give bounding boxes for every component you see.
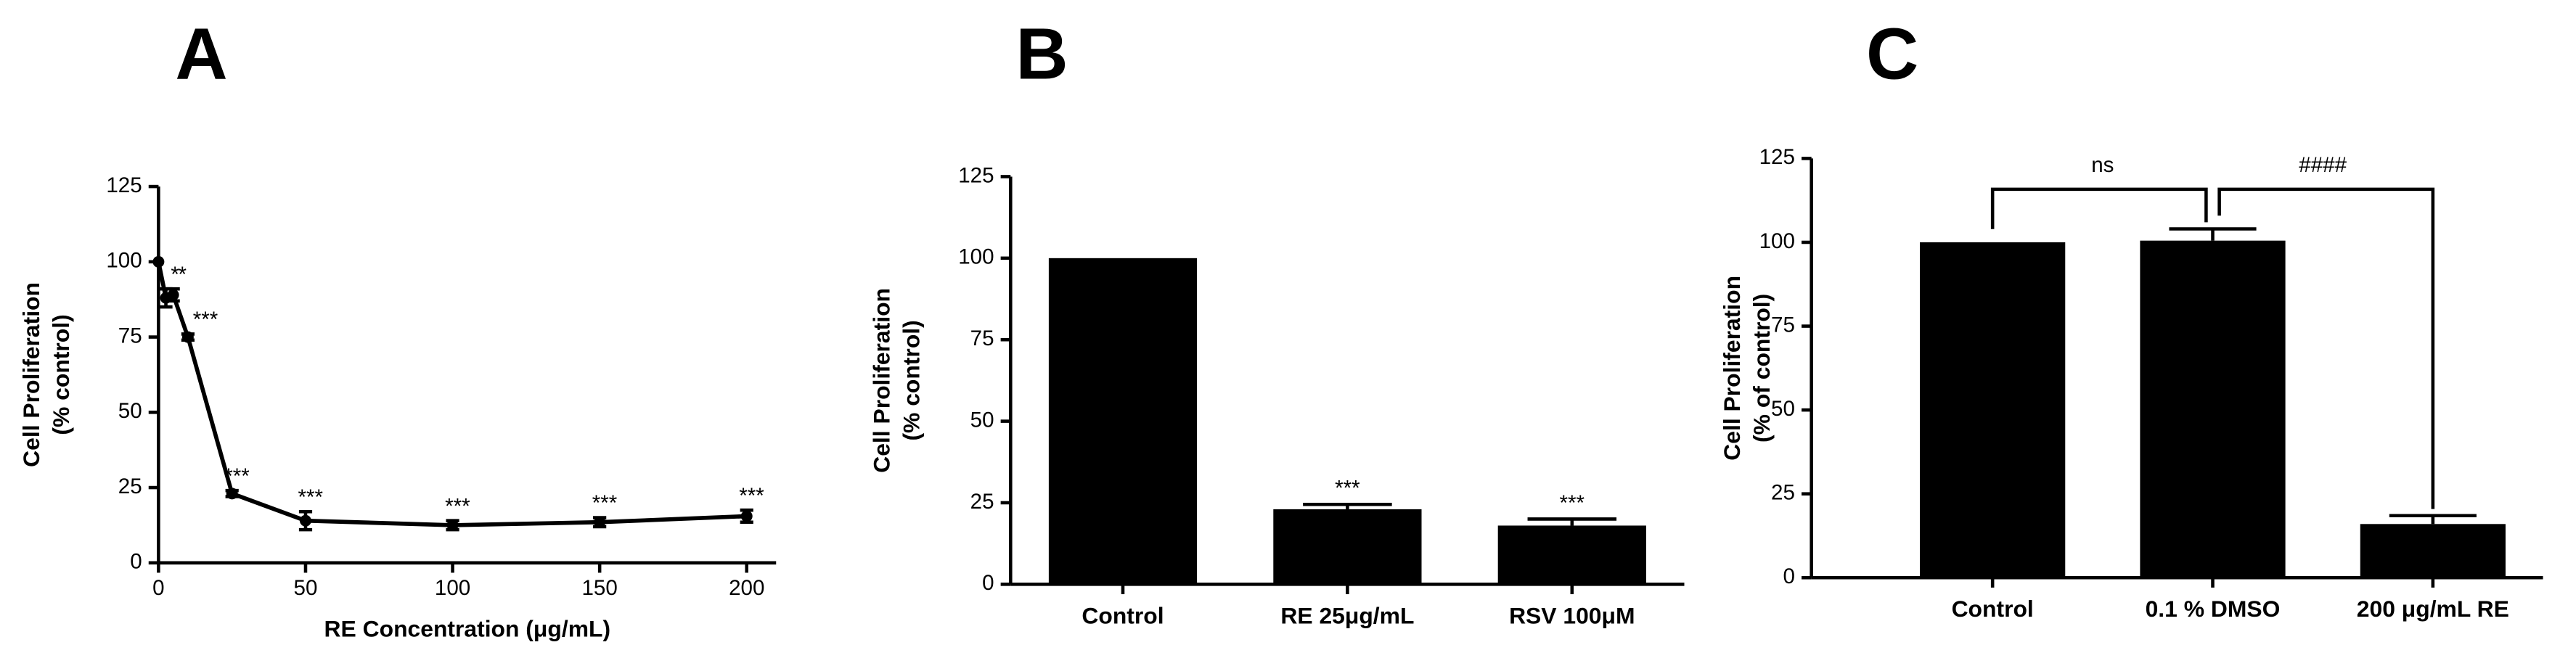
y-tick-label: 75: [118, 324, 142, 348]
bar: [1920, 242, 2066, 578]
y-tick-label: 50: [118, 399, 142, 423]
y-axis-label: (% control): [898, 320, 924, 440]
data-point: [226, 488, 238, 500]
bar: [2140, 240, 2286, 578]
significance-label: ***: [445, 494, 470, 518]
bracket-label: ns: [2091, 153, 2114, 177]
data-point: [152, 255, 165, 268]
x-tick-label: 0.1 % DMSO: [2146, 596, 2281, 622]
significance-label: *: [178, 263, 187, 287]
x-tick-label: Control: [1081, 602, 1164, 628]
x-tick-label: 150: [581, 576, 617, 600]
bar: [1497, 525, 1646, 585]
x-tick-label: 50: [294, 576, 318, 600]
data-point: [300, 514, 311, 527]
significance-label: ***: [298, 485, 324, 509]
bracket-label: ####: [2299, 153, 2347, 177]
x-axis-label: RE Concentration (μg/mL): [324, 615, 611, 641]
x-tick-label: 0: [152, 576, 164, 600]
significance-label: ***: [1560, 491, 1585, 515]
y-axis-label: Cell Proliferation: [1719, 276, 1745, 461]
significance-label: ***: [739, 484, 764, 508]
y-tick-label: 125: [958, 163, 994, 187]
x-tick-label: RE 25μg/mL: [1280, 602, 1414, 628]
significance-label: ***: [224, 464, 250, 488]
data-point: [594, 516, 606, 528]
panel-letter: C: [1866, 13, 1918, 94]
significance-label: ***: [193, 308, 218, 332]
y-tick-label: 25: [1771, 481, 1795, 505]
y-tick-label: 0: [1783, 564, 1794, 588]
y-tick-label: 75: [970, 326, 994, 350]
y-tick-label: 0: [130, 550, 142, 574]
y-tick-label: 125: [106, 173, 142, 197]
panel-letter: B: [1015, 13, 1068, 94]
data-point: [740, 510, 753, 522]
x-tick-label: 200: [729, 576, 764, 600]
significance-bracket: [2217, 187, 2435, 509]
x-tick-label: 100: [435, 576, 470, 600]
y-axis-label: (% control): [48, 314, 74, 435]
y-tick-label: 100: [106, 249, 142, 273]
y-tick-label: 100: [958, 245, 994, 269]
y-tick-label: 0: [982, 571, 994, 595]
y-tick-label: 100: [1759, 229, 1795, 253]
y-axis-label: (% of control): [1749, 294, 1775, 443]
y-axis-label: Cell Proliferation: [869, 288, 895, 473]
panel-letter: A: [175, 13, 227, 94]
significance-bracket: [1990, 187, 2208, 229]
x-tick-label: RSV 100μM: [1509, 602, 1635, 628]
data-point: [181, 331, 194, 343]
y-axis-label: Cell Proliferation: [18, 282, 44, 467]
y-tick-label: 75: [1771, 313, 1795, 337]
bar: [2360, 524, 2506, 578]
data-point: [446, 519, 459, 531]
significance-label: ***: [1335, 477, 1360, 501]
bar: [1273, 509, 1422, 585]
y-tick-label: 25: [118, 474, 142, 498]
bar: [1048, 258, 1198, 585]
x-tick-label: Control: [1952, 596, 2034, 622]
significance-label: *: [171, 263, 179, 287]
y-tick-label: 50: [1771, 397, 1795, 421]
y-tick-label: 50: [970, 408, 994, 432]
y-tick-label: 25: [970, 490, 994, 514]
significance-label: ***: [592, 491, 618, 515]
y-tick-label: 125: [1759, 145, 1795, 169]
x-tick-label: 200 μg/mL RE: [2357, 596, 2509, 622]
data-point: [167, 289, 179, 301]
